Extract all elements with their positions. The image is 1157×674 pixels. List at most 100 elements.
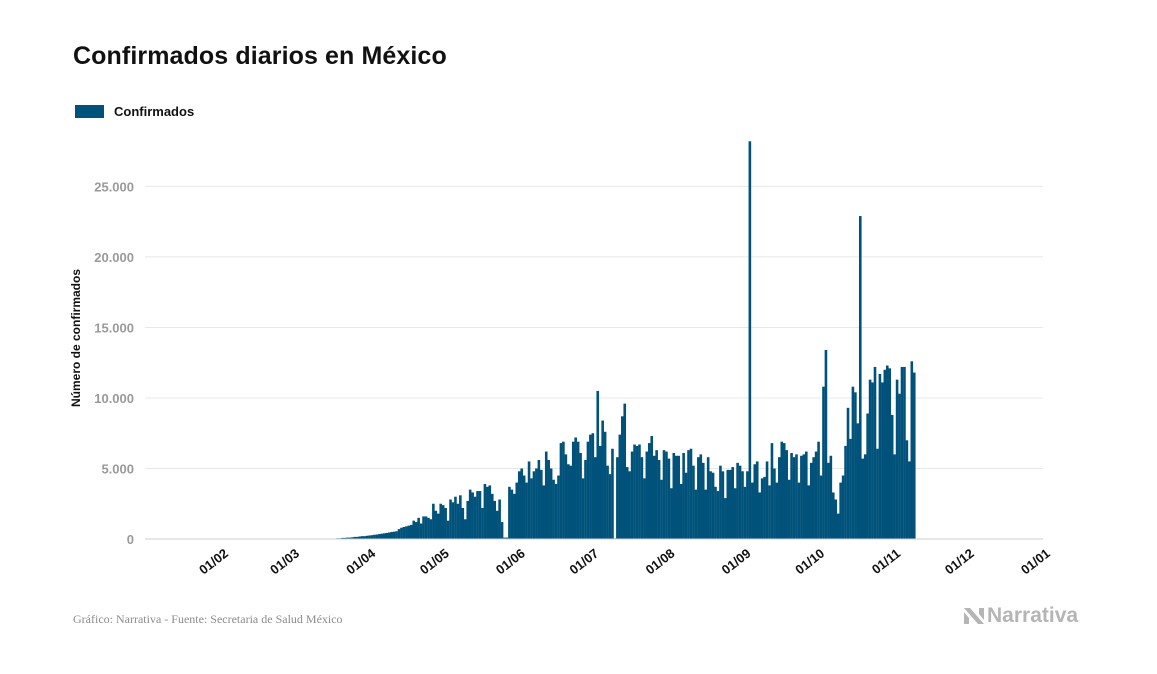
bar [508,486,511,539]
bar [424,516,428,539]
bar [731,467,734,539]
bar [851,386,855,539]
bar [797,482,801,539]
bar [809,462,813,539]
bar [365,535,369,539]
bar [625,467,629,539]
bar [456,503,460,539]
bar [802,454,806,539]
bar [716,491,720,539]
bar [760,478,764,539]
bar [493,500,496,539]
bar [895,379,899,539]
bar [640,457,644,539]
y-tick-label: 0 [127,532,134,547]
bar [765,461,769,539]
bar [476,491,479,539]
bar [647,443,651,539]
bar [463,519,467,539]
bar [392,531,396,539]
bar [471,492,474,539]
bar [620,416,624,539]
bar [601,420,604,539]
bar-series [174,141,916,539]
x-tick-label: 01/09 [719,546,754,578]
bar [831,492,835,539]
narrativa-logo-icon [964,608,984,624]
bar [881,382,884,539]
bar [346,537,349,539]
bar [726,469,730,539]
bar [370,535,374,539]
bar [773,468,776,539]
bar [841,475,845,539]
bar [503,537,506,539]
bar [905,440,909,539]
bar [579,452,582,539]
bar [351,537,354,539]
bar [910,361,914,539]
bar [903,366,906,539]
bar [594,457,597,539]
bar [871,382,874,539]
bar [682,452,685,539]
bar [753,464,757,539]
bar [375,534,379,539]
bar [792,457,796,539]
bar [912,372,916,539]
bar [608,474,612,539]
bar [557,475,560,539]
bar [694,489,698,539]
bar [630,451,634,539]
bar [805,451,808,539]
bar [782,443,786,539]
bar [611,448,614,539]
bar [571,441,575,539]
bar [581,478,585,539]
bar [552,479,555,539]
bar [674,455,678,539]
bar [567,464,570,539]
bar [569,465,573,539]
bar [451,502,455,539]
bar [824,350,828,539]
bar [883,369,887,539]
bar [449,499,452,539]
bar [827,462,830,539]
bar [628,471,631,539]
bar [564,454,568,539]
bar [829,455,833,539]
bar [358,536,362,539]
x-tick-label: 01/01 [1018,546,1053,578]
bar [775,482,779,539]
bar [893,454,896,539]
bar [736,462,739,539]
bar [589,434,592,539]
bar [704,489,708,539]
bar [672,452,676,539]
bar [778,457,781,539]
bar [380,533,384,539]
bar [748,141,752,539]
bar [699,454,703,539]
bar [405,526,408,539]
bar [787,479,791,539]
bar [687,450,690,539]
y-tick-label: 15.000 [94,320,134,335]
bar [844,445,847,539]
bar [373,534,376,539]
bar [709,471,712,539]
bar [738,465,742,539]
bar [368,535,371,539]
bar [459,495,462,539]
bar [417,517,420,539]
bar [434,510,438,539]
bar [846,407,850,539]
bar [743,486,747,539]
bar [439,503,443,539]
y-tick-label: 10.000 [94,391,134,406]
bar [530,478,533,539]
bar [836,513,840,539]
bar [540,469,543,539]
